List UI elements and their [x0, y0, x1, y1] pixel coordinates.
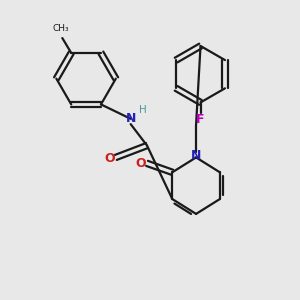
Text: N: N — [191, 148, 201, 162]
Text: CH₃: CH₃ — [52, 24, 69, 33]
Text: H: H — [139, 106, 147, 116]
Text: O: O — [135, 157, 146, 170]
Text: O: O — [104, 152, 115, 165]
Text: F: F — [196, 113, 205, 126]
Text: N: N — [125, 112, 136, 125]
